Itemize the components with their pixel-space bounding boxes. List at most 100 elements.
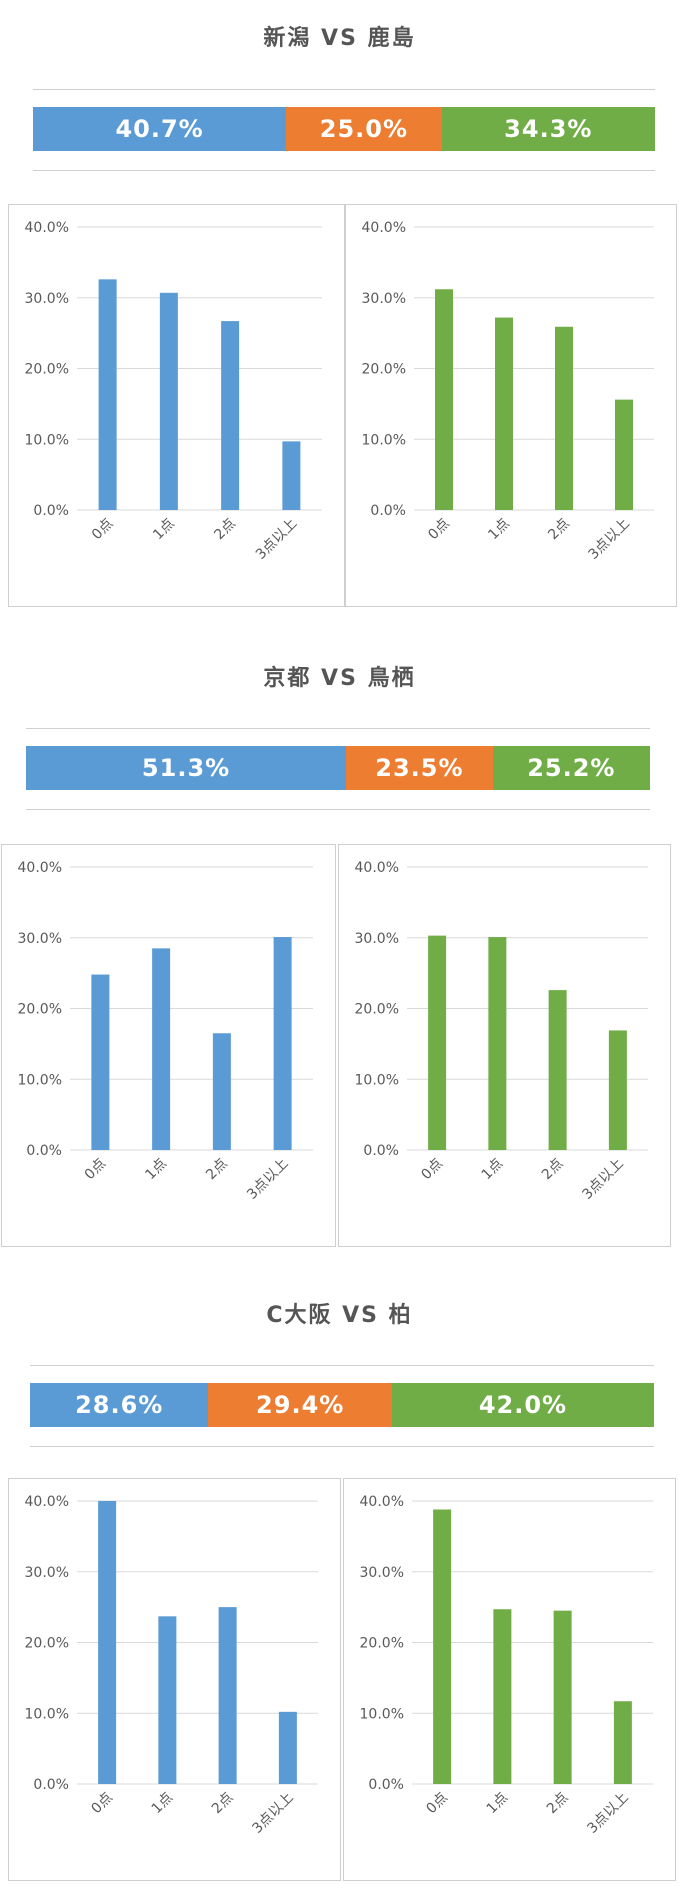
y-tick-label: 20.0% <box>25 1636 69 1652</box>
bar <box>212 1033 231 1150</box>
home-goals-chart: 0.0% 10.0% 20.0% 30.0% 40.0% 0点 1点 2点 3点以上 <box>8 1478 341 1881</box>
x-tick-label: 2点 <box>211 516 239 544</box>
y-tick-label: 0.0% <box>33 503 69 519</box>
bar-chart-svg: 0.0% 10.0% 20.0% 30.0% 40.0% 0点 1点 2点 3点以上 <box>362 220 654 563</box>
bar <box>98 1501 117 1784</box>
x-tick-label: 0点 <box>423 1790 451 1818</box>
y-tick-label: 10.0% <box>355 1072 399 1088</box>
y-tick-label: 10.0% <box>360 1706 404 1722</box>
match-section-1: 新潟 VS 鹿島 40.7% 25.0% 34.3% 0.0% 10.0% 20.0% 3… <box>0 0 679 627</box>
result-probability-bar: 28.6% 29.4% 42.0% <box>30 1383 654 1427</box>
y-tick-label: 10.0% <box>25 1706 69 1722</box>
y-tick-label: 40.0% <box>18 860 62 876</box>
bar <box>613 1701 632 1784</box>
y-tick-label: 0.0% <box>368 1777 404 1793</box>
away-probability-segment: 25.2% <box>492 746 650 790</box>
away-probability-segment: 42.0% <box>391 1383 654 1427</box>
draw-probability-segment: 29.4% <box>208 1383 392 1427</box>
divider-top <box>26 728 650 729</box>
bar <box>158 1616 177 1784</box>
result-probability-bar: 40.7% 25.0% 34.3% <box>33 107 655 151</box>
bar <box>218 1607 237 1784</box>
bar <box>278 1711 297 1784</box>
x-tick-label: 2点 <box>544 1790 572 1818</box>
draw-probability-segment: 23.5% <box>346 746 493 790</box>
divider-bottom <box>26 809 650 810</box>
y-tick-label: 0.0% <box>26 1143 62 1159</box>
divider-top <box>30 1365 654 1366</box>
home-probability-segment: 28.6% <box>30 1383 209 1427</box>
away-goals-chart: 0.0% 10.0% 20.0% 30.0% 40.0% 0点 1点 2点 3点以上 <box>345 204 677 607</box>
bar <box>159 292 178 510</box>
y-tick-label: 20.0% <box>360 1636 404 1652</box>
y-tick-label: 30.0% <box>25 1565 69 1581</box>
y-tick-label: 30.0% <box>360 1565 404 1581</box>
y-tick-label: 40.0% <box>25 1494 69 1510</box>
bar <box>488 937 507 1150</box>
away-goals-chart: 0.0% 10.0% 20.0% 30.0% 40.0% 0点 1点 2点 3点以上 <box>338 844 671 1247</box>
y-tick-label: 40.0% <box>362 220 406 236</box>
y-tick-label: 30.0% <box>362 291 406 307</box>
x-tick-label: 1点 <box>484 1790 512 1818</box>
x-tick-label: 0点 <box>89 516 117 544</box>
y-tick-label: 40.0% <box>25 220 69 236</box>
divider-top <box>33 89 655 90</box>
match-title: 京都 VS 鳥栖 <box>263 666 416 691</box>
y-tick-label: 20.0% <box>18 1002 62 1018</box>
y-tick-label: 30.0% <box>25 291 69 307</box>
bar-chart-svg: 0.0% 10.0% 20.0% 30.0% 40.0% 0点 1点 2点 3点以上 <box>25 220 322 563</box>
x-tick-label: 2点 <box>539 1156 567 1184</box>
bar <box>282 441 301 510</box>
x-tick-label: 2点 <box>209 1790 237 1818</box>
y-tick-label: 30.0% <box>355 931 399 947</box>
match-title: C大阪 VS 柏 <box>266 1303 413 1328</box>
bar <box>98 279 117 510</box>
x-tick-label: 2点 <box>545 516 573 544</box>
bar <box>435 289 453 510</box>
result-probability-bar: 51.3% 23.5% 25.2% <box>26 746 650 790</box>
away-goals-chart: 0.0% 10.0% 20.0% 30.0% 40.0% 0点 1点 2点 3点以上 <box>343 1478 676 1881</box>
x-tick-label: 3点以上 <box>253 516 300 563</box>
bar <box>555 326 573 510</box>
x-tick-label: 1点 <box>150 516 178 544</box>
x-tick-label: 3点以上 <box>586 516 633 563</box>
y-tick-label: 20.0% <box>355 1002 399 1018</box>
x-tick-label: 3点以上 <box>584 1790 631 1837</box>
bar <box>91 974 110 1150</box>
divider-bottom <box>30 1446 654 1447</box>
match-section-3: C大阪 VS 柏 28.6% 29.4% 42.0% 0.0% 10.0% 20.0% 3… <box>0 1277 679 1904</box>
bar-chart-svg: 0.0% 10.0% 20.0% 30.0% 40.0% 0点 1点 2点 3点以上 <box>25 1494 318 1837</box>
y-tick-label: 10.0% <box>362 432 406 448</box>
x-tick-label: 0点 <box>418 1156 446 1184</box>
x-tick-label: 1点 <box>485 516 513 544</box>
bar <box>433 1509 452 1784</box>
home-probability-segment: 51.3% <box>26 746 347 790</box>
bar <box>152 948 171 1150</box>
x-tick-label: 3点以上 <box>249 1790 296 1837</box>
divider-bottom <box>33 170 655 171</box>
bar <box>553 1610 572 1784</box>
bar <box>428 935 447 1150</box>
bar <box>273 937 292 1150</box>
y-tick-label: 10.0% <box>25 432 69 448</box>
y-tick-label: 0.0% <box>33 1777 69 1793</box>
x-tick-label: 0点 <box>82 1156 110 1184</box>
y-tick-label: 20.0% <box>25 362 69 378</box>
y-tick-label: 40.0% <box>360 1494 404 1510</box>
x-tick-label: 1点 <box>142 1156 170 1184</box>
x-tick-label: 1点 <box>149 1790 177 1818</box>
bar-chart-svg: 0.0% 10.0% 20.0% 30.0% 40.0% 0点 1点 2点 3点以上 <box>355 860 648 1203</box>
home-goals-chart: 0.0% 10.0% 20.0% 30.0% 40.0% 0点 1点 2点 3点以上 <box>8 204 345 607</box>
y-tick-label: 20.0% <box>362 362 406 378</box>
x-tick-label: 0点 <box>425 516 453 544</box>
match-section-2: 京都 VS 鳥栖 51.3% 23.5% 25.2% 0.0% 10.0% 20.0% 3… <box>0 640 679 1267</box>
y-tick-label: 10.0% <box>18 1072 62 1088</box>
away-probability-segment: 34.3% <box>441 107 655 151</box>
bar-chart-svg: 0.0% 10.0% 20.0% 30.0% 40.0% 0点 1点 2点 3点以上 <box>18 860 313 1203</box>
x-tick-label: 0点 <box>88 1790 116 1818</box>
bar <box>615 399 633 510</box>
draw-probability-segment: 25.0% <box>286 107 442 151</box>
y-tick-label: 40.0% <box>355 860 399 876</box>
y-tick-label: 30.0% <box>18 931 62 947</box>
y-tick-label: 0.0% <box>370 503 406 519</box>
